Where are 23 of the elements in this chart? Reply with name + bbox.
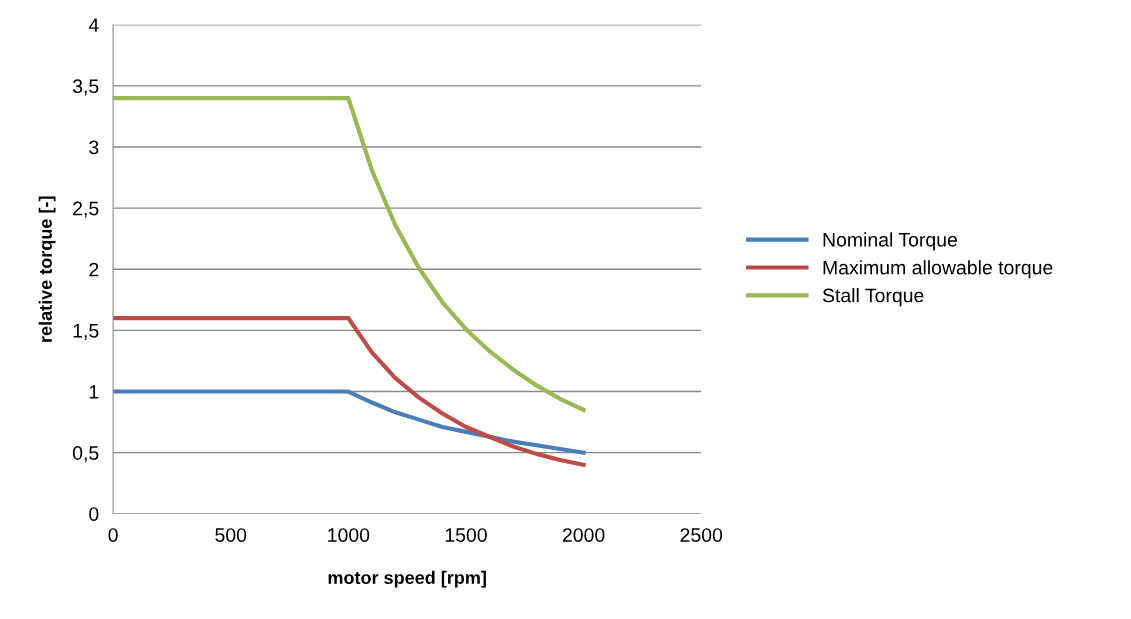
line-series [113, 96, 586, 412]
x-tick-label: 2000 [562, 528, 605, 542]
y-tick-label: 0 [89, 507, 99, 522]
legend-label: Nominal Torque [823, 232, 957, 251]
y-tick-label: 2 [89, 262, 99, 277]
x-axis-title: motor speed [rpm] [328, 570, 486, 588]
y-tick-label: 2,5 [73, 201, 99, 218]
x-tick-label: 1000 [328, 528, 370, 542]
legend-label: Maximum allowable torque [823, 260, 1053, 279]
y-tick-label: 1 [89, 385, 99, 399]
legend-label: Stall Torque [822, 288, 924, 307]
y-tick-label: 0,5 [72, 446, 99, 463]
y-tick-label: 3,5 [72, 79, 99, 96]
x-tick-label: 0 [108, 528, 118, 542]
y-axis-title: relative torque [-] [38, 196, 56, 342]
line-series [113, 389, 586, 455]
y-tick-label: 1,5 [73, 324, 99, 340]
x-tick-label: 1500 [445, 528, 487, 542]
x-tick-label: 2500 [680, 528, 723, 542]
y-tick-label: 4 [88, 18, 99, 32]
y-tick-label: 3 [89, 140, 99, 155]
x-tick-label: 500 [215, 528, 247, 542]
line-series [113, 316, 586, 467]
